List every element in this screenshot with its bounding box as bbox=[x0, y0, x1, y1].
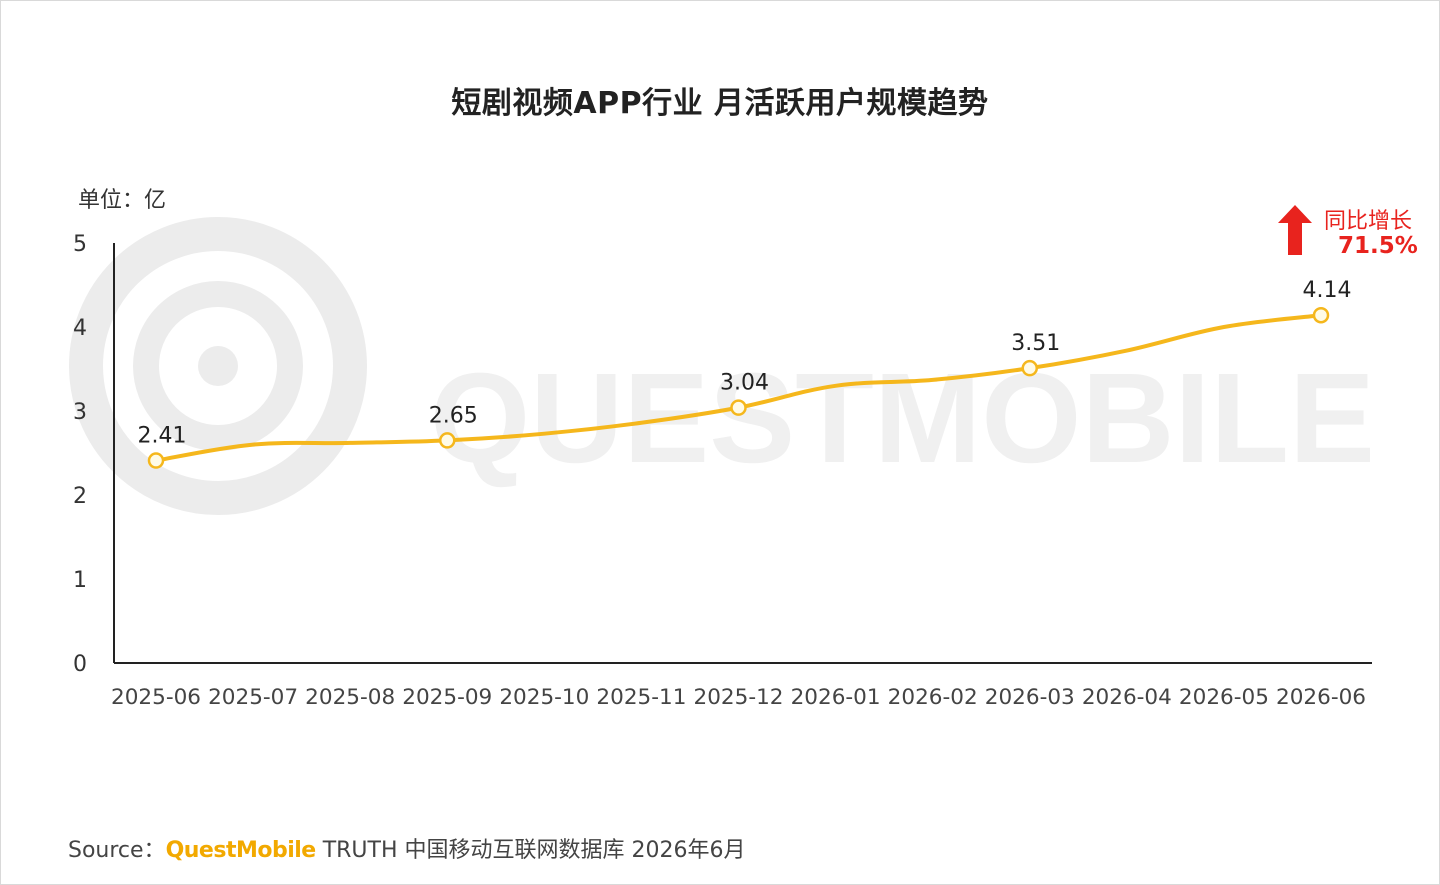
data-point bbox=[1021, 359, 1038, 377]
yoy-growth-annotation: 同比增长 71.5% bbox=[1278, 203, 1428, 263]
x-tick-label: 2025-09 bbox=[402, 685, 492, 709]
x-tick-label: 2026-05 bbox=[1179, 685, 1269, 709]
chart-title: 短剧视频APP行业 月活跃用户规模趋势 bbox=[451, 86, 989, 121]
x-tick-label: 2026-02 bbox=[888, 685, 978, 709]
data-label: 2.41 bbox=[138, 424, 187, 449]
x-tick-label: 2026-04 bbox=[1082, 685, 1172, 709]
source-brand: QuestMobile bbox=[165, 838, 317, 863]
data-label: 2.65 bbox=[429, 403, 478, 428]
x-tick-label: 2025-06 bbox=[111, 685, 201, 709]
x-tick-label: 2025-12 bbox=[694, 685, 784, 709]
data-label: 3.04 bbox=[720, 371, 769, 396]
watermark-inner-ring bbox=[133, 281, 303, 451]
unit-label: 单位：亿 bbox=[78, 188, 167, 213]
y-tick-label: 3 bbox=[73, 400, 87, 425]
yoy-growth-value: 71.5% bbox=[1338, 233, 1418, 259]
y-tick-label: 4 bbox=[73, 316, 87, 341]
watermark-ring bbox=[69, 217, 367, 515]
source-prefix: Source： bbox=[68, 838, 166, 863]
x-tick-label: 2025-08 bbox=[305, 685, 395, 709]
data-label: 4.14 bbox=[1303, 278, 1352, 303]
data-point bbox=[730, 399, 747, 416]
data-point bbox=[1312, 306, 1330, 324]
x-tick-label: 2025-10 bbox=[499, 685, 589, 709]
watermark-dot bbox=[198, 346, 238, 386]
watermark-text: QUESTMOBILE bbox=[430, 347, 1375, 490]
up-arrow-icon bbox=[1278, 205, 1312, 255]
y-tick-label: 0 bbox=[73, 652, 87, 677]
yoy-growth-label: 同比增长 bbox=[1324, 209, 1413, 234]
data-point bbox=[147, 452, 165, 469]
x-tick-label: 2026-06 bbox=[1276, 685, 1366, 709]
y-tick-label: 1 bbox=[73, 568, 87, 593]
data-point bbox=[439, 432, 456, 449]
x-tick-label: 2025-07 bbox=[208, 685, 298, 709]
x-tick-label: 2026-01 bbox=[791, 685, 881, 709]
x-tick-label: 2025-11 bbox=[596, 685, 686, 709]
data-label: 3.51 bbox=[1011, 331, 1060, 356]
source-suffix: TRUTH 中国移动互联网数据库 2026年6月 bbox=[315, 838, 746, 863]
y-tick-label: 2 bbox=[73, 484, 87, 509]
x-tick-label: 2026-03 bbox=[985, 685, 1075, 709]
y-tick-label: 5 bbox=[73, 232, 87, 257]
source-note: Source：QuestMobile TRUTH 中国移动互联网数据库 2026… bbox=[68, 832, 746, 864]
watermark: QUESTMOBILE bbox=[69, 217, 1375, 515]
